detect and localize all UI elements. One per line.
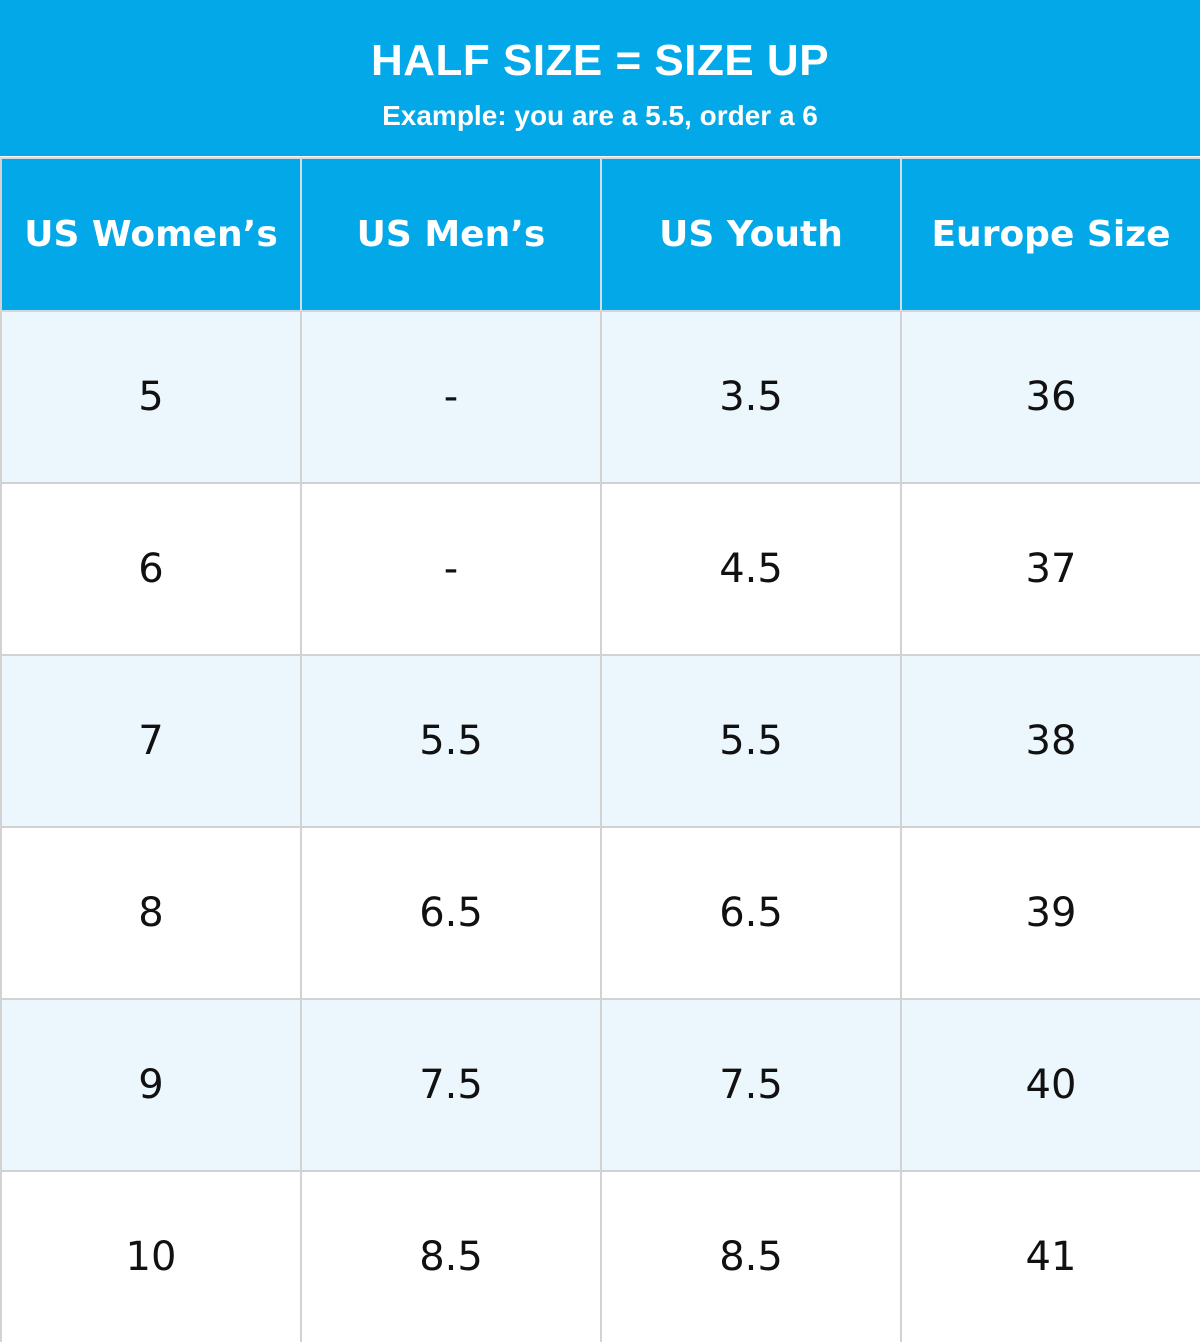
cell-us-youth: 4.5	[600, 482, 902, 656]
cell-us-womens: 10	[0, 1170, 302, 1342]
cell-europe-size: 37	[900, 482, 1200, 656]
cell-europe-size: 38	[900, 654, 1200, 828]
column-header-europe-size: Europe Size	[900, 157, 1200, 312]
table-row: 9 7.5 7.5 40	[0, 998, 1200, 1172]
column-header-us-youth: US Youth	[600, 157, 902, 312]
table-header-row: US Women’s US Men’s US Youth Europe Size	[0, 157, 1200, 312]
cell-us-womens: 9	[0, 998, 302, 1172]
table-row: 7 5.5 5.5 38	[0, 654, 1200, 828]
cell-us-womens: 8	[0, 826, 302, 1000]
cell-us-mens: -	[300, 310, 602, 484]
size-table: US Women’s US Men’s US Youth Europe Size…	[0, 157, 1200, 1342]
cell-europe-size: 36	[900, 310, 1200, 484]
cell-us-youth: 5.5	[600, 654, 902, 828]
cell-us-youth: 8.5	[600, 1170, 902, 1342]
table-row: 5 - 3.5 36	[0, 310, 1200, 484]
cell-us-youth: 6.5	[600, 826, 902, 1000]
cell-us-youth: 3.5	[600, 310, 902, 484]
cell-us-womens: 6	[0, 482, 302, 656]
cell-us-womens: 7	[0, 654, 302, 828]
header-banner: HALF SIZE = SIZE UP Example: you are a 5…	[0, 0, 1200, 156]
table-row: 10 8.5 8.5 41	[0, 1170, 1200, 1342]
cell-us-mens: 7.5	[300, 998, 602, 1172]
column-header-us-womens: US Women’s	[0, 157, 302, 312]
cell-us-mens: 5.5	[300, 654, 602, 828]
cell-us-mens: 6.5	[300, 826, 602, 1000]
column-header-us-mens: US Men’s	[300, 157, 602, 312]
table-row: 8 6.5 6.5 39	[0, 826, 1200, 1000]
cell-europe-size: 41	[900, 1170, 1200, 1342]
cell-us-womens: 5	[0, 310, 302, 484]
banner-title: HALF SIZE = SIZE UP	[370, 36, 830, 85]
table-row: 6 - 4.5 37	[0, 482, 1200, 656]
cell-us-mens: 8.5	[300, 1170, 602, 1342]
banner-subtitle: Example: you are a 5.5, order a 6	[382, 100, 818, 131]
cell-us-mens: -	[300, 482, 602, 656]
cell-europe-size: 39	[900, 826, 1200, 1000]
cell-europe-size: 40	[900, 998, 1200, 1172]
cell-us-youth: 7.5	[600, 998, 902, 1172]
